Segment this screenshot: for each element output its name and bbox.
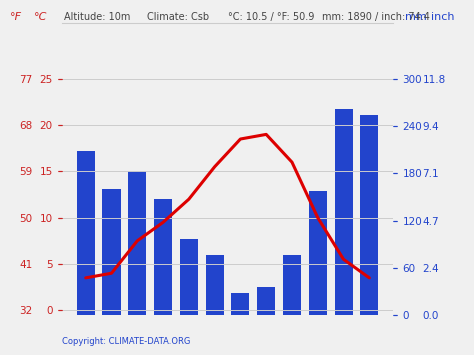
- Text: mm: mm: [405, 12, 427, 22]
- Bar: [257, 286, 275, 315]
- Bar: [335, 109, 353, 315]
- Text: mm: 1890 / inch: 74.4: mm: 1890 / inch: 74.4: [322, 12, 430, 22]
- Bar: [283, 255, 301, 315]
- Bar: [360, 115, 378, 315]
- Bar: [102, 189, 120, 315]
- Text: Copyright: CLIMATE-DATA.ORG: Copyright: CLIMATE-DATA.ORG: [62, 337, 190, 346]
- Text: °C: °C: [34, 12, 47, 22]
- Text: °F: °F: [10, 12, 22, 22]
- Text: °C: 10.5 / °F: 50.9: °C: 10.5 / °F: 50.9: [228, 12, 314, 22]
- Bar: [231, 293, 249, 315]
- Bar: [206, 255, 224, 315]
- Bar: [77, 152, 95, 315]
- Text: Climate: Csb: Climate: Csb: [147, 12, 209, 22]
- Text: inch: inch: [431, 12, 455, 22]
- Bar: [128, 171, 146, 315]
- Bar: [154, 200, 172, 315]
- Bar: [180, 239, 198, 315]
- Bar: [309, 191, 327, 315]
- Text: Altitude: 10m: Altitude: 10m: [64, 12, 130, 22]
